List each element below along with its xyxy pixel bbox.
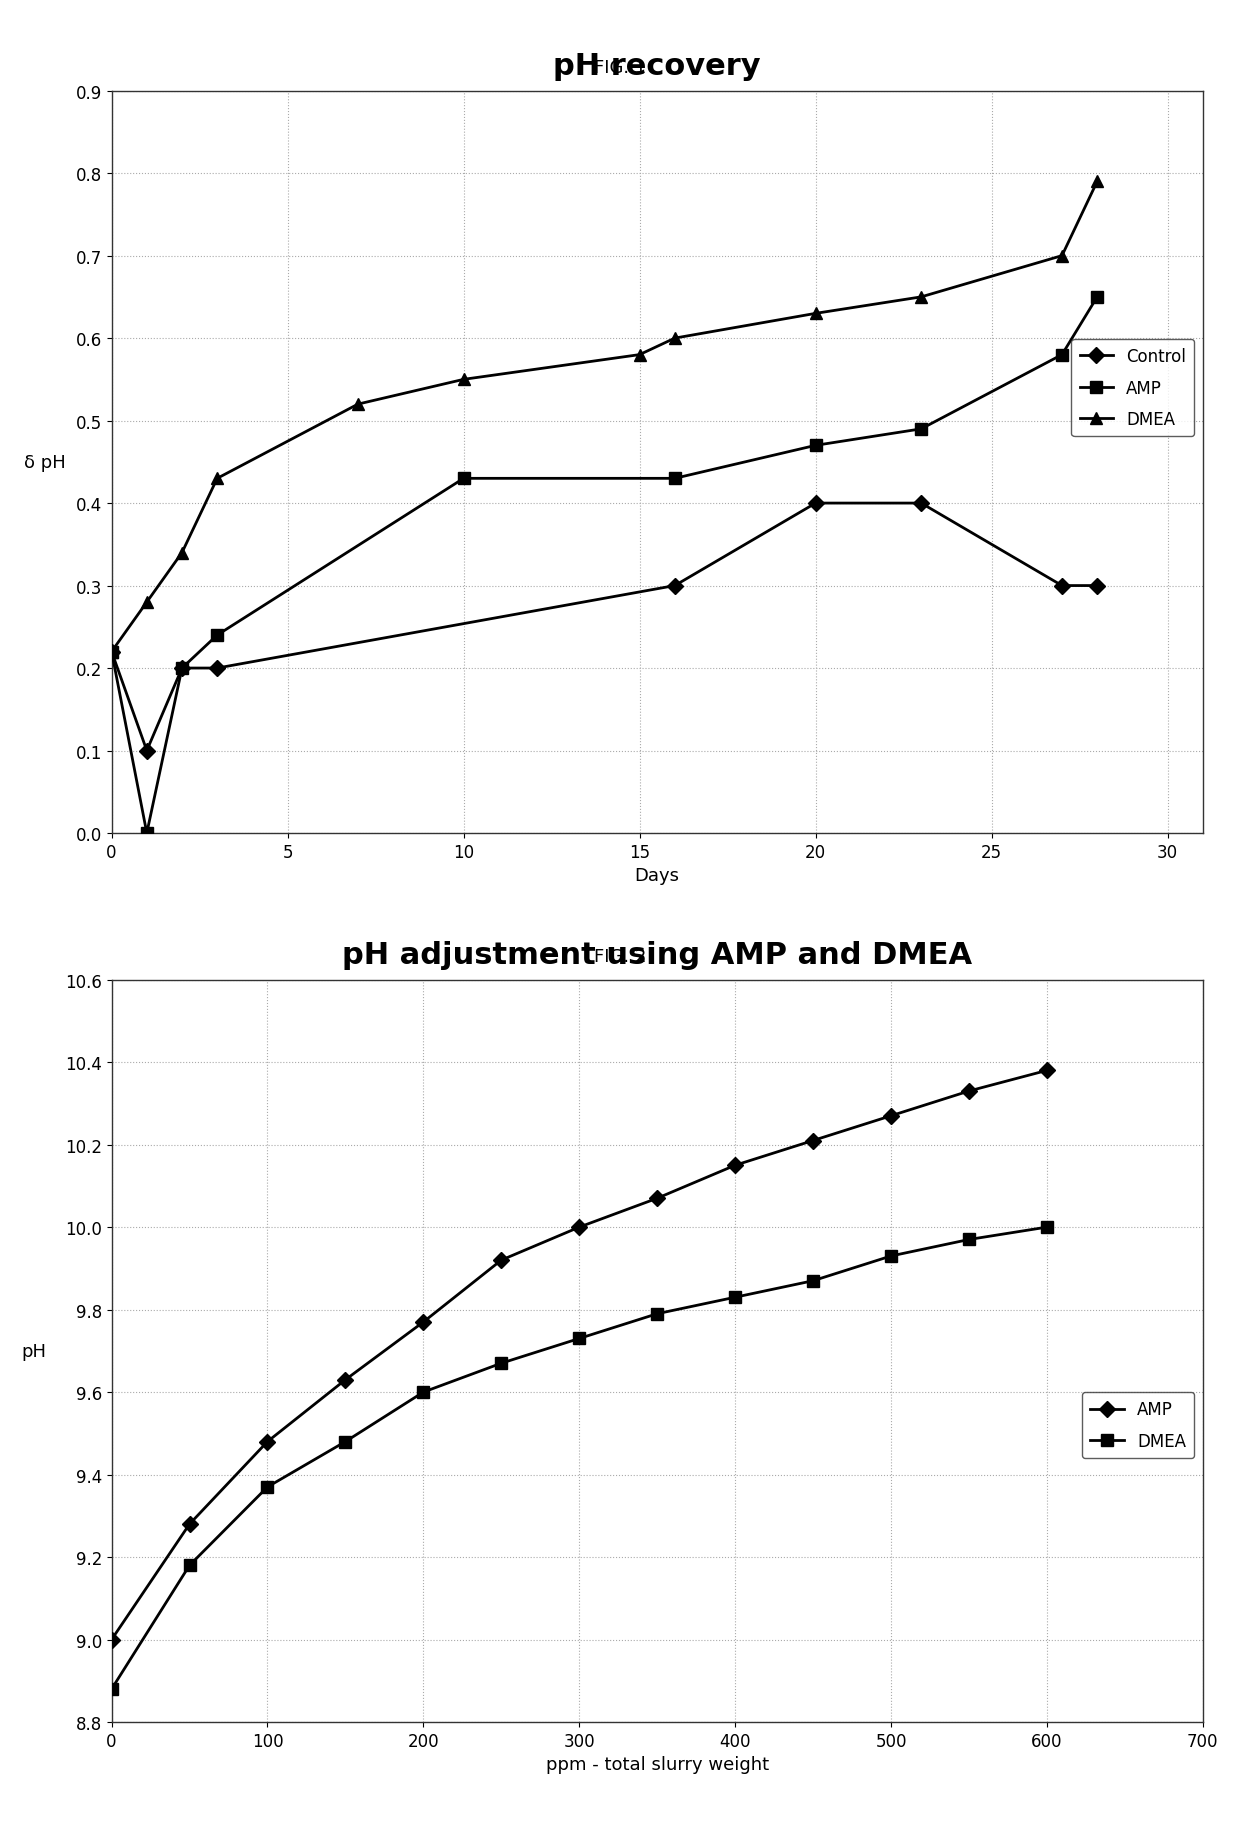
DMEA — [351, 394, 366, 416]
DMEA — [456, 368, 471, 390]
AMP — [139, 823, 154, 845]
DMEA — [339, 1431, 353, 1453]
AMP — [572, 1216, 587, 1238]
DMEA — [104, 641, 119, 663]
Line: AMP: AMP — [107, 291, 1102, 839]
Control — [1090, 575, 1105, 597]
Line: AMP: AMP — [107, 1064, 1053, 1645]
Title: pH recovery: pH recovery — [553, 51, 761, 81]
Control — [808, 493, 823, 515]
AMP — [884, 1105, 899, 1127]
DMEA — [260, 1477, 275, 1499]
DMEA — [650, 1303, 665, 1325]
DMEA — [884, 1246, 899, 1268]
DMEA — [1090, 170, 1105, 192]
DMEA — [1054, 245, 1069, 267]
Control — [914, 493, 929, 515]
AMP — [728, 1154, 743, 1176]
AMP — [182, 1513, 197, 1535]
Control — [1054, 575, 1069, 597]
DMEA — [806, 1270, 821, 1292]
X-axis label: Days: Days — [635, 867, 680, 885]
AMP — [339, 1369, 353, 1390]
DMEA — [415, 1381, 430, 1403]
Title: pH adjustment using AMP and DMEA: pH adjustment using AMP and DMEA — [342, 940, 972, 969]
AMP — [650, 1187, 665, 1209]
Text: FIG. 1: FIG. 1 — [594, 59, 646, 77]
Control — [175, 658, 190, 680]
AMP — [210, 625, 224, 647]
DMEA — [632, 344, 647, 366]
Control — [104, 641, 119, 663]
AMP — [1090, 286, 1105, 308]
Control — [139, 740, 154, 762]
Y-axis label: pH: pH — [22, 1343, 47, 1359]
AMP — [175, 658, 190, 680]
Y-axis label: δ pH: δ pH — [24, 454, 66, 471]
DMEA — [808, 302, 823, 324]
AMP — [1039, 1059, 1054, 1081]
DMEA — [728, 1286, 743, 1308]
DMEA — [961, 1229, 976, 1251]
DMEA — [210, 467, 224, 489]
Control — [667, 575, 682, 597]
Line: DMEA: DMEA — [105, 176, 1104, 658]
DMEA — [914, 286, 929, 308]
AMP — [104, 1629, 119, 1651]
AMP — [914, 418, 929, 440]
AMP — [104, 641, 119, 663]
Legend: Control, AMP, DMEA: Control, AMP, DMEA — [1071, 339, 1194, 438]
Legend: AMP, DMEA: AMP, DMEA — [1083, 1392, 1194, 1458]
Control — [210, 658, 224, 680]
Line: Control: Control — [107, 498, 1102, 757]
AMP — [456, 467, 471, 489]
DMEA — [667, 328, 682, 350]
AMP — [415, 1312, 430, 1334]
Line: DMEA: DMEA — [107, 1222, 1053, 1695]
DMEA — [1039, 1216, 1054, 1238]
Text: FIG. 2: FIG. 2 — [594, 947, 646, 965]
X-axis label: ppm - total slurry weight: ppm - total slurry weight — [546, 1755, 769, 1773]
DMEA — [175, 542, 190, 564]
DMEA — [139, 592, 154, 614]
DMEA — [494, 1352, 508, 1374]
AMP — [806, 1130, 821, 1152]
AMP — [961, 1081, 976, 1103]
AMP — [1054, 344, 1069, 366]
AMP — [494, 1249, 508, 1271]
DMEA — [104, 1678, 119, 1700]
AMP — [260, 1431, 275, 1453]
DMEA — [182, 1555, 197, 1577]
AMP — [808, 434, 823, 456]
DMEA — [572, 1328, 587, 1350]
AMP — [667, 467, 682, 489]
